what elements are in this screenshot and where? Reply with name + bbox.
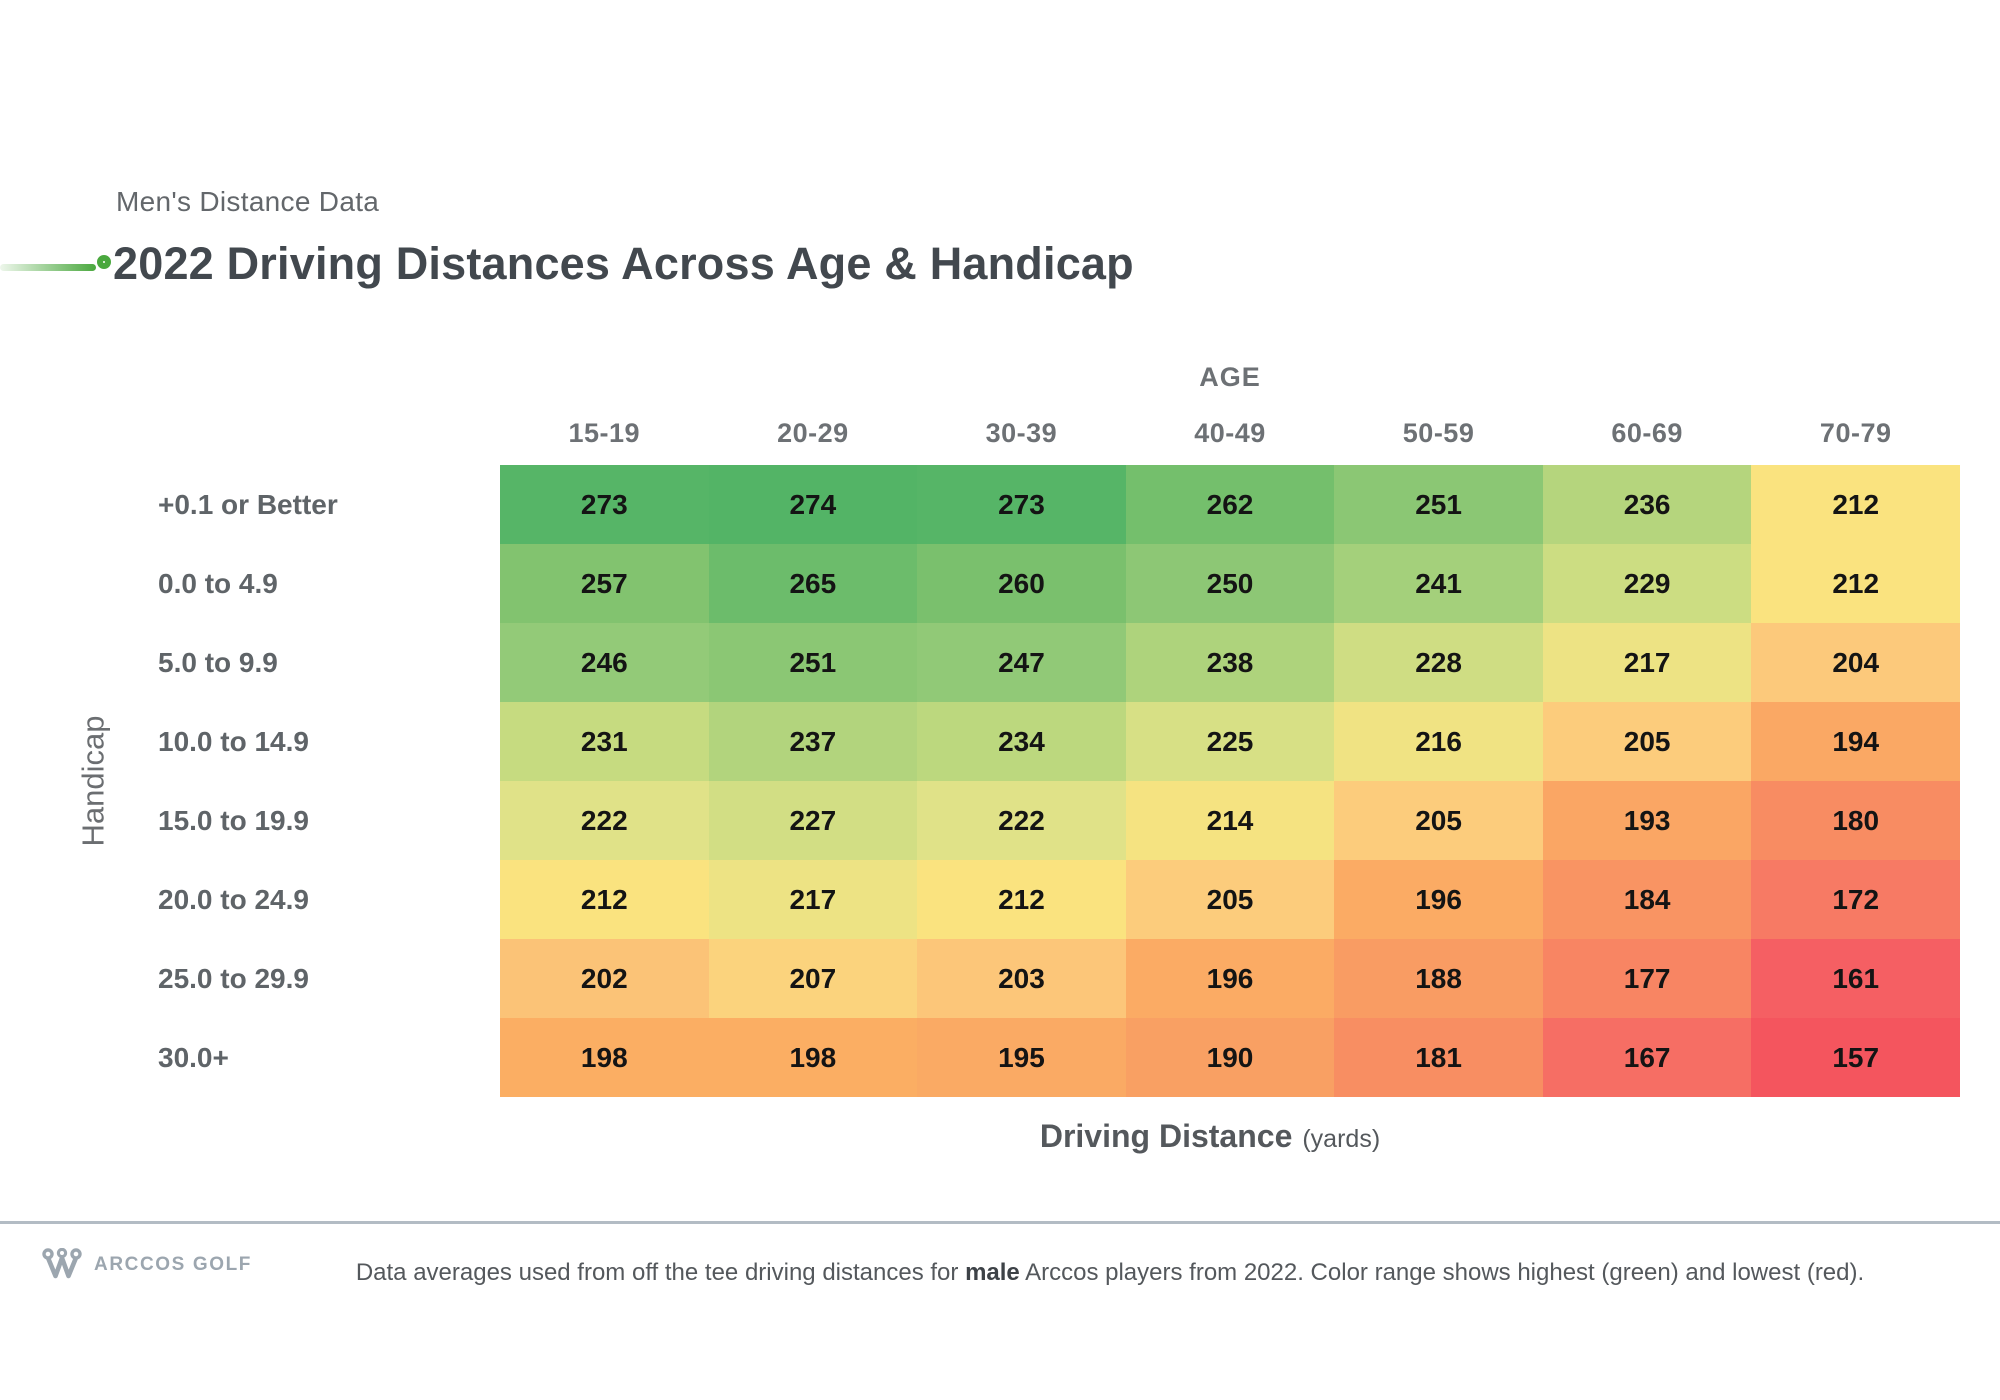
column-header-15-19: 15-19 bbox=[568, 418, 641, 448]
brand-lockup: ARCCOS GOLF bbox=[42, 1248, 252, 1282]
heatmap-cell: 260 bbox=[917, 544, 1126, 623]
heatmap-cell: 225 bbox=[1125, 702, 1335, 781]
heatmap-cell: 241 bbox=[1334, 544, 1543, 623]
heatmap-cell: 265 bbox=[708, 544, 918, 623]
footer-divider bbox=[0, 1221, 2000, 1224]
heatmap-cell: 180 bbox=[1751, 781, 1960, 860]
heatmap-cell: 236 bbox=[1542, 465, 1752, 544]
column-headers: 15-19 20-29 30-39 40-49 50-59 60-69 70-79 bbox=[500, 412, 1960, 454]
heatmap-cell: 217 bbox=[1542, 623, 1752, 702]
heatmap-cell: 212 bbox=[1751, 465, 1960, 544]
heatmap-cell: 214 bbox=[1125, 781, 1335, 860]
heatmap-cell: 177 bbox=[1542, 939, 1752, 1018]
row-label: 10.0 to 14.9 bbox=[158, 726, 309, 757]
heatmap-cell: 205 bbox=[1125, 860, 1335, 939]
footnote-text: Data averages used from off the tee driv… bbox=[355, 1259, 966, 1286]
heatmap-cell: 228 bbox=[1334, 623, 1543, 702]
heatmap-cell: 193 bbox=[1542, 781, 1752, 860]
x-axis-group-title: AGE bbox=[1199, 362, 1261, 392]
heatmap-cell: 194 bbox=[1751, 702, 1960, 781]
heatmap-cell: 195 bbox=[917, 1018, 1126, 1097]
heatmap-cell: 231 bbox=[500, 702, 709, 781]
x-axis-title-unit: (yards) bbox=[1302, 1125, 1381, 1153]
heatmap-cell: 190 bbox=[1125, 1018, 1335, 1097]
footnote: Data averages used from off the tee driv… bbox=[270, 1259, 1950, 1287]
footnote-text-after: Arccos players from 2022. Color range sh… bbox=[1019, 1259, 1865, 1286]
heatmap-cell: 257 bbox=[500, 544, 709, 623]
x-axis-title: Driving Distance (yards) bbox=[500, 1118, 1920, 1155]
heatmap-cell: 205 bbox=[1334, 781, 1543, 860]
heatmap-cell: 262 bbox=[1125, 465, 1335, 544]
heatmap-cell: 196 bbox=[1334, 860, 1543, 939]
row-label: 25.0 to 29.9 bbox=[158, 963, 309, 994]
footnote-bold-word: male bbox=[965, 1259, 1020, 1286]
row-label: +0.1 or Better bbox=[158, 489, 338, 520]
arccos-crown-icon bbox=[42, 1248, 82, 1279]
row-label: 5.0 to 9.9 bbox=[158, 647, 278, 678]
row-label: 0.0 to 4.9 bbox=[158, 568, 278, 599]
title-accent-dot-icon bbox=[97, 255, 111, 269]
heatmap-cell: 212 bbox=[500, 860, 709, 939]
heatmap-cell: 205 bbox=[1542, 702, 1752, 781]
heatmap-cell: 202 bbox=[500, 939, 709, 1018]
heatmap-cell: 188 bbox=[1334, 939, 1543, 1018]
chart-title: 2022 Driving Distances Across Age & Hand… bbox=[113, 238, 1134, 289]
title-accent-line bbox=[0, 264, 96, 271]
column-header-60-69: 60-69 bbox=[1611, 418, 1683, 448]
heatmap-cell: 161 bbox=[1751, 939, 1960, 1018]
heatmap-cell: 222 bbox=[500, 781, 709, 860]
heatmap-cell: 247 bbox=[917, 623, 1126, 702]
row-label: 20.0 to 24.9 bbox=[158, 884, 309, 915]
heatmap-cell: 204 bbox=[1751, 623, 1960, 702]
heatmap-cell: 229 bbox=[1542, 544, 1752, 623]
heatmap-cell: 212 bbox=[917, 860, 1126, 939]
heatmap-cell: 273 bbox=[917, 465, 1126, 544]
heatmap-cell: 217 bbox=[708, 860, 918, 939]
row-label: 30.0+ bbox=[158, 1042, 229, 1073]
heatmap-cell: 238 bbox=[1125, 623, 1335, 702]
column-header-50-59: 50-59 bbox=[1402, 418, 1475, 448]
row-labels: +0.1 or Better 0.0 to 4.9 5.0 to 9.9 10.0 t… bbox=[158, 465, 488, 1097]
heatmap-cell: 222 bbox=[917, 781, 1126, 860]
heatmap-cell: 172 bbox=[1751, 860, 1960, 939]
heatmap-cell: 198 bbox=[500, 1018, 709, 1097]
heatmap-cell: 273 bbox=[500, 465, 709, 544]
x-axis-title-text: Driving Distance bbox=[1039, 1118, 1293, 1154]
chart-subtitle: Men's Distance Data bbox=[116, 186, 380, 217]
heatmap-cell: 212 bbox=[1751, 544, 1960, 623]
heatmap-cell: 184 bbox=[1542, 860, 1752, 939]
heatmap-grid: 273 274 273 262 251 236 212 257 265 260 250 241 229 2… bbox=[500, 465, 1960, 1097]
heatmap-cell: 251 bbox=[1334, 465, 1543, 544]
heatmap-cell: 203 bbox=[917, 939, 1126, 1018]
heatmap-cell: 274 bbox=[708, 465, 918, 544]
heatmap-cell: 227 bbox=[708, 781, 918, 860]
heatmap-cell: 157 bbox=[1751, 1018, 1960, 1097]
row-label: 15.0 to 19.9 bbox=[158, 805, 309, 836]
heatmap-cell: 216 bbox=[1334, 702, 1543, 781]
y-axis-title: Handicap bbox=[60, 465, 126, 1097]
heatmap-cell: 237 bbox=[708, 702, 918, 781]
heatmap-cell: 167 bbox=[1542, 1018, 1752, 1097]
heatmap-cell: 196 bbox=[1125, 939, 1335, 1018]
heatmap-cell: 251 bbox=[708, 623, 918, 702]
column-header-70-79: 70-79 bbox=[1819, 418, 1892, 448]
column-header-40-49: 40-49 bbox=[1194, 418, 1266, 448]
heatmap-cell: 250 bbox=[1125, 544, 1335, 623]
heatmap-cell: 207 bbox=[708, 939, 918, 1018]
column-header-30-39: 30-39 bbox=[985, 418, 1058, 448]
heatmap-cell: 198 bbox=[708, 1018, 918, 1097]
heatmap-cell: 181 bbox=[1334, 1018, 1543, 1097]
heatmap-cell: 234 bbox=[917, 702, 1126, 781]
brand-name: ARCCOS GOLF bbox=[94, 1254, 252, 1275]
heatmap-cell: 246 bbox=[500, 623, 709, 702]
y-axis-title-text: Handicap bbox=[75, 715, 111, 847]
column-header-20-29: 20-29 bbox=[777, 418, 849, 448]
